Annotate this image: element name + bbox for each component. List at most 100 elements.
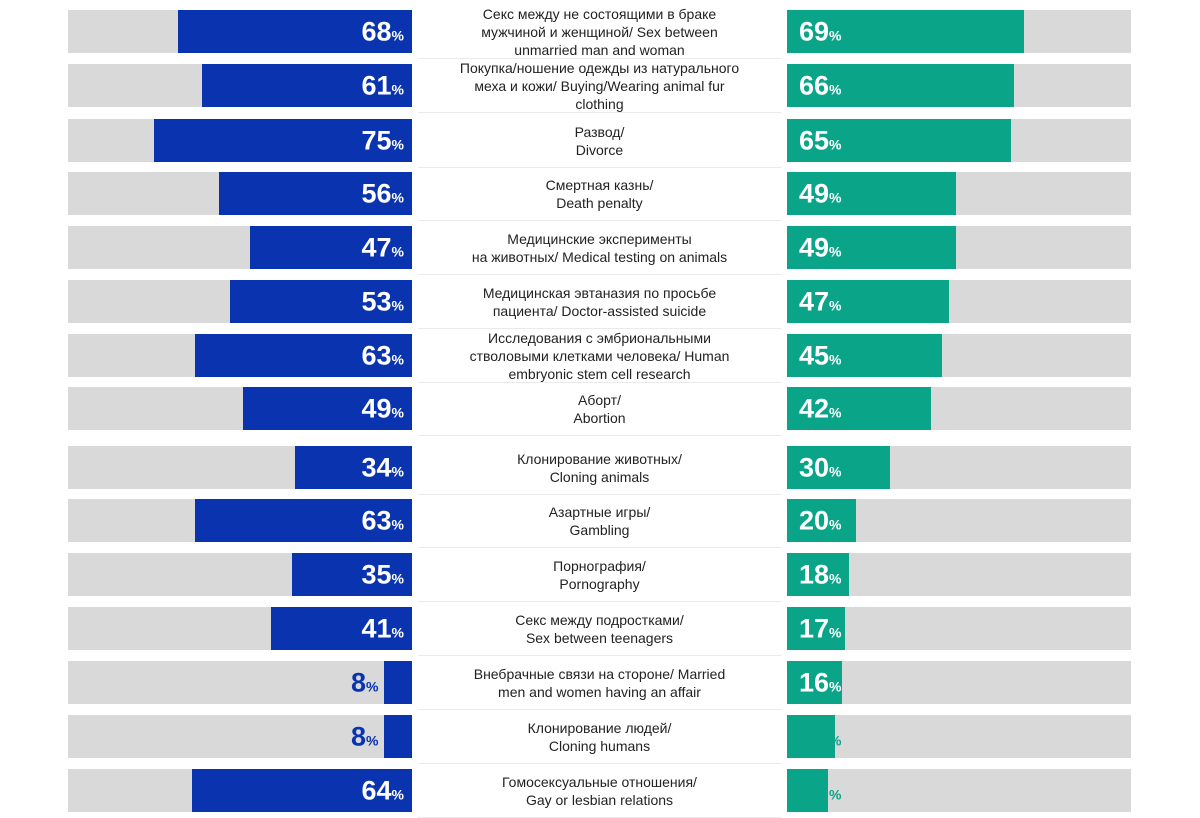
chart-row: 68% 69% Секс между не состоящими в браке му…	[0, 6, 1200, 59]
right-bar-track: 69%	[787, 10, 1131, 53]
right-bar-track: 49%	[787, 226, 1131, 269]
chart-row: 35% 18% Порнография/Pornography	[0, 553, 1200, 602]
right-bar-track: 47%	[787, 280, 1131, 323]
right-bar	[787, 661, 843, 704]
left-bar	[195, 499, 412, 542]
chart-row: 64% 12% Гомосексуальные отношения/Gay or l…	[0, 769, 1200, 818]
right-bar	[787, 10, 1025, 53]
right-value-label: 12%	[799, 775, 842, 805]
left-bar-track: 63%	[68, 334, 412, 377]
chart-row: 63% 20% Азартные игры/Gambling	[0, 499, 1200, 548]
left-bar-track: 53%	[68, 280, 412, 323]
left-value-label: 56%	[361, 178, 405, 208]
left-bar	[291, 553, 412, 596]
left-value-label: 8%	[351, 667, 379, 697]
left-bar-track: 49%	[68, 387, 412, 430]
left-value-label: 35%	[361, 559, 405, 589]
category-label: Медицинские эксперименты на животных/ Med…	[418, 222, 781, 275]
category-label: Азартные игры/Gambling	[418, 495, 781, 548]
left-bar	[384, 715, 412, 758]
right-bar-track: 30%	[787, 446, 1131, 489]
category-label: Смертная казнь/Death penalty	[418, 168, 781, 221]
left-bar	[229, 280, 412, 323]
right-bar	[787, 280, 949, 323]
right-bar-track: 12%	[787, 769, 1131, 812]
chart: 68% 69% Секс между не состоящими в браке му…	[0, 6, 1200, 818]
right-bar-track: 18%	[787, 553, 1131, 596]
left-bar-track: 68%	[68, 10, 412, 53]
left-bar	[295, 446, 412, 489]
left-value-label: 64%	[361, 775, 405, 805]
chart-row: 8% 16% Внебрачные связи на стороне/ Marrie…	[0, 661, 1200, 710]
left-value-label: 34%	[361, 452, 405, 482]
left-bar	[202, 64, 412, 107]
right-value-label: 65%	[799, 125, 842, 155]
category-label: Аборт/Abortion	[418, 383, 781, 436]
left-bar	[270, 607, 412, 650]
chart-row: 63% 45% Исследования с эмбриональными ствол…	[0, 330, 1200, 383]
right-bar	[787, 446, 891, 489]
left-bar-track: 47%	[68, 226, 412, 269]
right-bar	[787, 226, 956, 269]
category-label: Клонирование людей/Cloning humans	[418, 711, 781, 764]
left-bar	[384, 661, 412, 704]
right-bar-track: 45%	[787, 334, 1131, 377]
right-bar-track: 66%	[787, 64, 1131, 107]
chart-row: 49% 42% Аборт/Abortion	[0, 387, 1200, 436]
right-bar-track: 42%	[787, 387, 1131, 430]
right-value-label: 17%	[799, 613, 842, 643]
right-bar-track: 49%	[787, 172, 1131, 215]
right-value-label: 16%	[799, 667, 842, 697]
left-value-label: 47%	[361, 232, 405, 262]
left-bar-track: 8%	[68, 661, 412, 704]
left-bar	[250, 226, 412, 269]
left-bar-track: 56%	[68, 172, 412, 215]
chart-row: 56% 49% Смертная казнь/Death penalty	[0, 172, 1200, 221]
chart-row: 47% 49% Медицинские эксперименты на животны…	[0, 226, 1200, 275]
left-bar-track: 75%	[68, 119, 412, 162]
right-bar	[787, 119, 1011, 162]
right-value-label: 49%	[799, 178, 842, 208]
category-label: Медицинская эвтаназия по просьбе пациента…	[418, 276, 781, 329]
right-bar-track: 16%	[787, 661, 1131, 704]
right-bar	[787, 387, 932, 430]
category-label: Секс между не состоящими в браке мужчиной…	[418, 6, 781, 59]
category-label: Исследования с эмбриональными стволовыми …	[418, 330, 781, 383]
chart-row: 61% 66% Покупка/ношение одежды из натураль…	[0, 60, 1200, 113]
right-bar	[787, 334, 942, 377]
left-bar	[178, 10, 412, 53]
right-bar	[787, 607, 846, 650]
right-bar	[787, 64, 1015, 107]
left-value-label: 41%	[361, 613, 405, 643]
right-bar-track: 20%	[787, 499, 1131, 542]
right-value-label: 14%	[799, 721, 842, 751]
chart-row: 34% 30% Клонирование животных/Cloning anim…	[0, 446, 1200, 495]
right-value-label: 49%	[799, 232, 842, 262]
chart-row: 53% 47% Медицинская эвтаназия по просьбе па…	[0, 280, 1200, 329]
right-value-label: 42%	[799, 393, 842, 423]
chart-row: 75% 65% Развод/Divorce	[0, 119, 1200, 168]
chart-row: 8% 14% Клонирование людей/Cloning humans	[0, 715, 1200, 764]
left-value-label: 8%	[351, 721, 379, 751]
right-bar	[787, 499, 856, 542]
right-value-label: 18%	[799, 559, 842, 589]
category-label: Развод/Divorce	[418, 115, 781, 168]
left-bar-track: 35%	[68, 553, 412, 596]
left-value-label: 75%	[361, 125, 405, 155]
category-label: Гомосексуальные отношения/Gay or lesbian…	[418, 765, 781, 818]
left-value-label: 49%	[361, 393, 405, 423]
left-value-label: 63%	[361, 505, 405, 535]
left-bar	[219, 172, 412, 215]
left-bar	[154, 119, 412, 162]
category-label: Клонирование животных/Cloning animals	[418, 442, 781, 495]
left-value-label: 63%	[361, 340, 405, 370]
left-bar-track: 8%	[68, 715, 412, 758]
right-bar	[787, 172, 956, 215]
left-value-label: 61%	[361, 70, 405, 100]
right-value-label: 69%	[799, 16, 842, 46]
category-label: Порнография/Pornography	[418, 549, 781, 602]
left-bar	[243, 387, 412, 430]
left-value-label: 53%	[361, 286, 405, 316]
category-label: Внебрачные связи на стороне/ Married men …	[418, 657, 781, 710]
right-value-label: 30%	[799, 452, 842, 482]
